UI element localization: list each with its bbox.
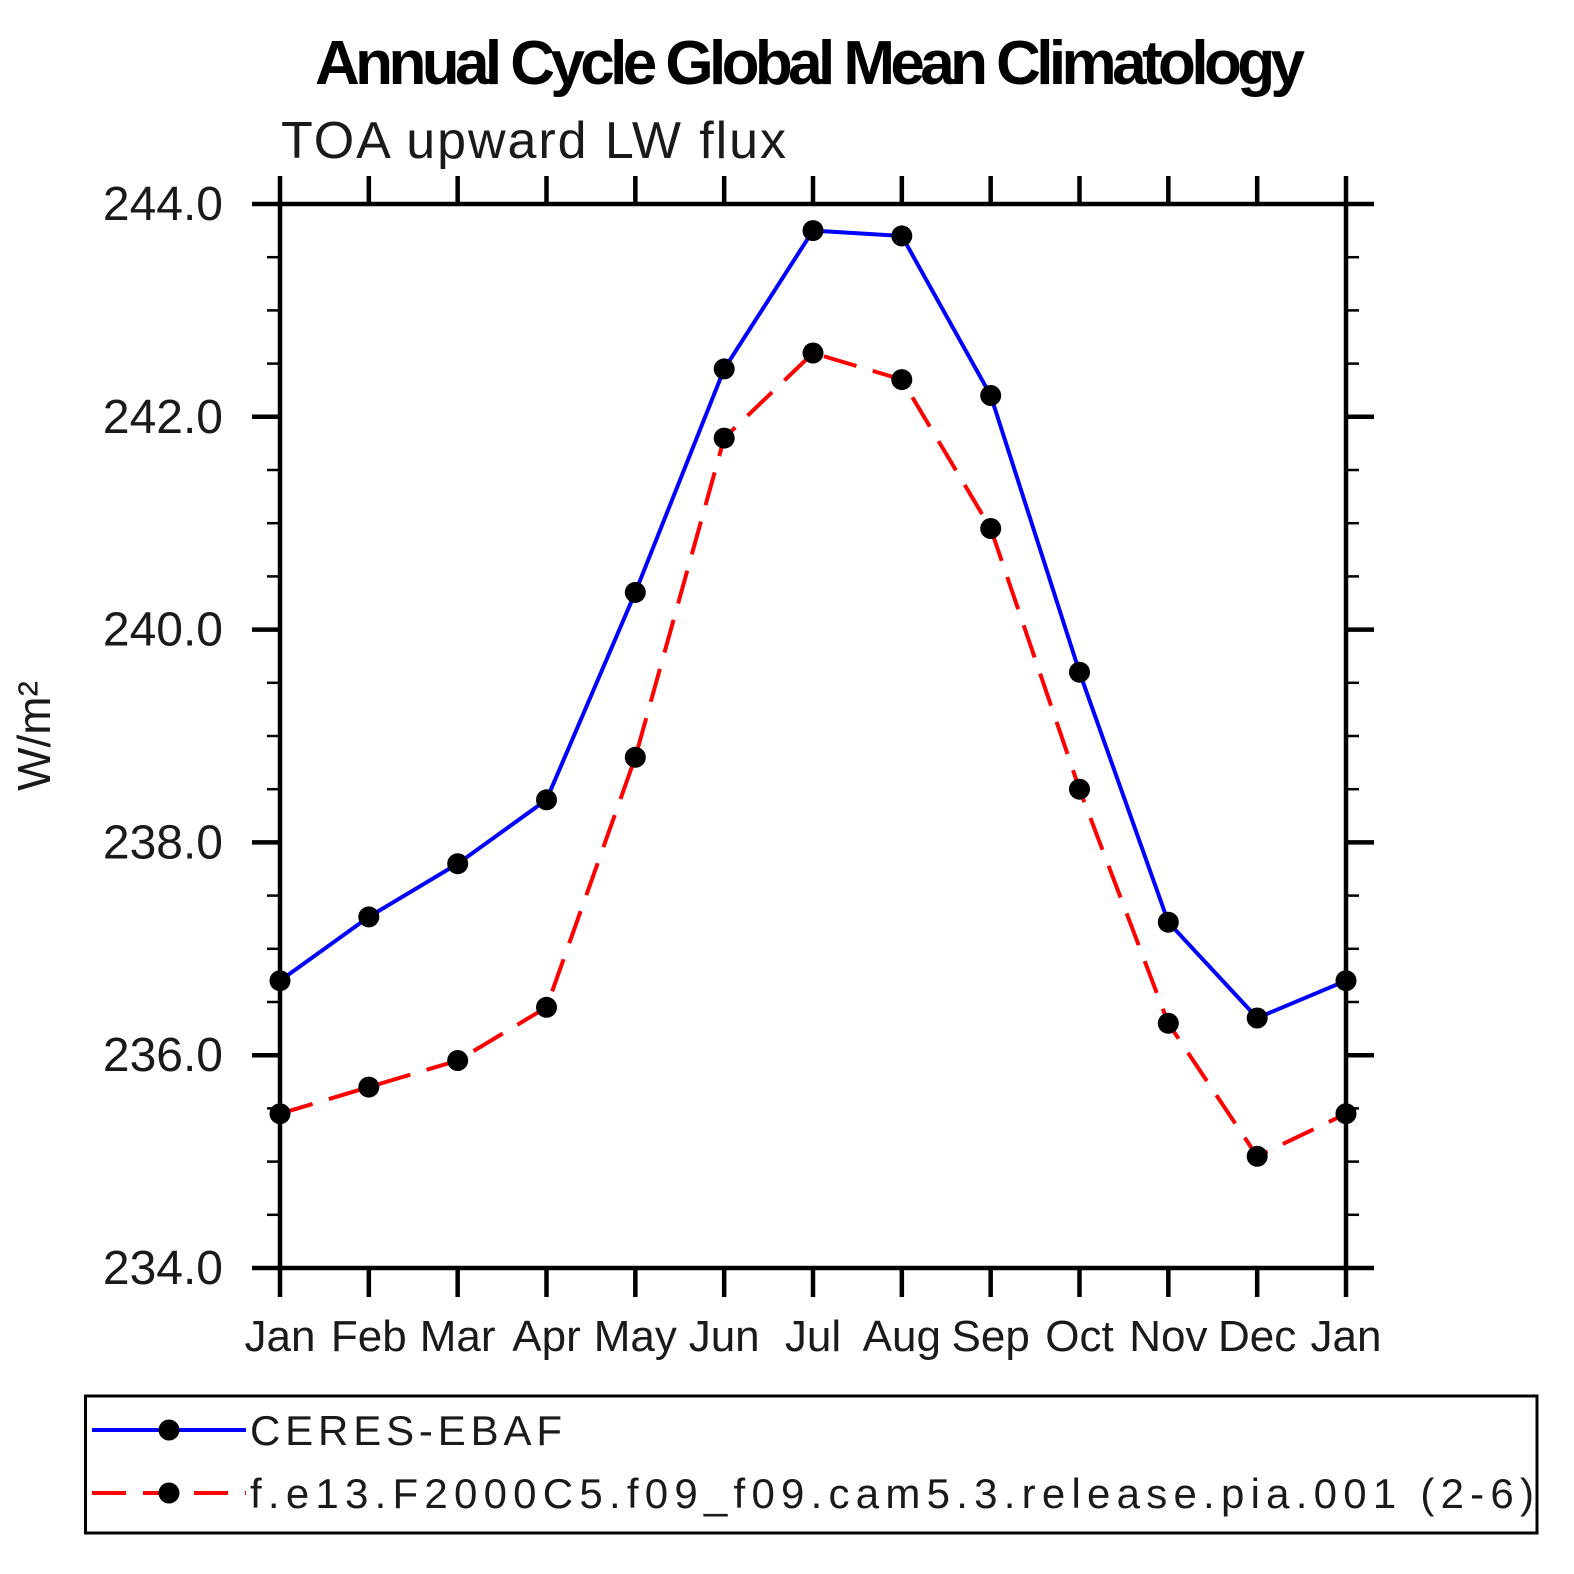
x-axis-month-label: Jul bbox=[785, 1312, 841, 1361]
data-point-marker bbox=[447, 1050, 469, 1071]
x-axis-month-label: Aug bbox=[863, 1312, 941, 1361]
y-axis-tick-label: 234.0 bbox=[103, 1242, 223, 1295]
x-axis-month-label: Jun bbox=[689, 1312, 760, 1361]
data-point-marker bbox=[713, 427, 735, 449]
data-point-marker bbox=[1069, 661, 1090, 683]
data-point-marker bbox=[536, 789, 557, 811]
data-point-marker bbox=[624, 746, 646, 768]
data-point-marker bbox=[1335, 970, 1357, 992]
legend-label-ceres-ebaf: CERES-EBAF bbox=[250, 1407, 562, 1454]
data-point-marker bbox=[358, 1076, 380, 1098]
x-axis-month-label: Dec bbox=[1218, 1312, 1296, 1361]
x-axis-month-label: Jan bbox=[1311, 1312, 1382, 1361]
x-axis-month-label: Nov bbox=[1129, 1312, 1207, 1361]
plot-border bbox=[277, 201, 1349, 1271]
data-point-marker bbox=[980, 518, 1002, 539]
series-line-model bbox=[279, 350, 1347, 1159]
x-axis-month-label: May bbox=[594, 1312, 677, 1361]
legend-box bbox=[84, 1394, 1539, 1535]
x-axis-month-label: Mar bbox=[420, 1312, 496, 1361]
data-point-marker bbox=[980, 385, 1002, 406]
data-point-marker bbox=[713, 358, 735, 380]
x-axis-month-label: Sep bbox=[952, 1312, 1030, 1361]
data-point-marker bbox=[1246, 1007, 1268, 1029]
x-axis-month-label: Apr bbox=[512, 1312, 580, 1361]
data-point-marker bbox=[447, 853, 469, 875]
chart-subtitle: TOA upward LW flux bbox=[281, 112, 786, 170]
data-point-marker bbox=[891, 369, 913, 391]
data-point-marker bbox=[1157, 1012, 1179, 1034]
data-point-marker bbox=[1157, 911, 1179, 933]
y-axis-label: W/m² bbox=[8, 681, 60, 791]
x-axis-month-label: Oct bbox=[1045, 1312, 1113, 1361]
data-point-marker bbox=[1335, 1103, 1357, 1125]
x-axis-month-label: Feb bbox=[331, 1312, 407, 1361]
y-axis-tick-label: 244.0 bbox=[103, 178, 223, 231]
data-point-marker bbox=[802, 342, 824, 364]
legend-label-model: f.e13.F2000C5.f09_f09.cam5.3.release.pia… bbox=[250, 1470, 1534, 1517]
y-axis-tick-label: 242.0 bbox=[103, 391, 223, 444]
legend-marker-ceres-ebaf-icon bbox=[158, 1419, 180, 1441]
y-axis-tick-label: 238.0 bbox=[103, 816, 223, 869]
y-axis-tick-label: 236.0 bbox=[103, 1029, 223, 1082]
series-ceres-ebaf bbox=[269, 220, 1357, 1029]
axes-layer: 234.0 236.0 238.0 240.0 242.0 244.0 Jan Feb Mar A… bbox=[103, 176, 1382, 1361]
data-point-marker bbox=[891, 225, 913, 247]
data-point-marker bbox=[269, 970, 291, 992]
y-axis-tick-label: 240.0 bbox=[103, 604, 223, 657]
data-point-marker bbox=[802, 220, 824, 242]
series-layer bbox=[269, 220, 1357, 1167]
data-point-marker bbox=[624, 581, 646, 603]
data-point-marker bbox=[358, 906, 380, 928]
data-point-marker bbox=[536, 996, 557, 1018]
data-point-marker bbox=[269, 1103, 291, 1125]
legend: CERES-EBAF f.e13.F2000C5.f09_f09.cam5.3.… bbox=[84, 1394, 1539, 1535]
data-point-marker bbox=[1069, 778, 1090, 800]
chart-title: Annual Cycle Global Mean Climatology bbox=[315, 29, 1306, 98]
legend-marker-model-icon bbox=[158, 1482, 180, 1504]
x-axis-month-label: Jan bbox=[245, 1312, 316, 1361]
series-model bbox=[269, 342, 1357, 1167]
data-point-marker bbox=[1246, 1145, 1268, 1167]
